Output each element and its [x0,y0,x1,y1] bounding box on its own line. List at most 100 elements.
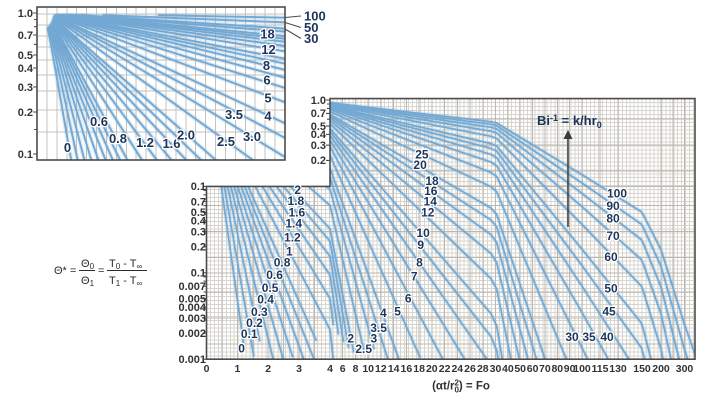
svg-text:4: 4 [380,306,387,320]
svg-text:60: 60 [604,250,618,264]
svg-text:Bi-1 = k/hr0: Bi-1 = k/hr0 [537,113,602,130]
svg-text:0.007: 0.007 [178,281,206,293]
svg-text:50: 50 [304,20,318,35]
svg-text:150: 150 [633,363,651,375]
svg-text:3.0: 3.0 [243,129,261,144]
svg-text:50: 50 [604,282,618,296]
svg-text:18: 18 [260,27,274,42]
svg-text:9: 9 [417,238,424,252]
svg-text:0.6: 0.6 [90,114,108,129]
svg-text:0.005: 0.005 [178,294,206,306]
svg-text:8: 8 [416,256,423,270]
svg-text:4: 4 [327,363,333,375]
svg-text:2: 2 [294,183,301,197]
svg-text:12: 12 [375,363,387,375]
svg-text:0.6: 0.6 [266,268,283,282]
svg-text:6: 6 [405,291,412,305]
svg-text:0.4: 0.4 [191,216,207,228]
svg-text:0.2: 0.2 [18,107,33,119]
svg-text:24: 24 [451,363,463,375]
svg-text:Θ1: Θ1 [81,275,95,288]
svg-text:115: 115 [592,363,609,375]
svg-text:12: 12 [421,205,435,219]
svg-text:100: 100 [304,9,326,24]
svg-text:10: 10 [362,363,374,375]
svg-text:0.5: 0.5 [262,281,279,295]
svg-text:1.4: 1.4 [285,217,302,231]
svg-text:100: 100 [607,186,627,200]
svg-text:0.1: 0.1 [18,149,33,161]
svg-text:1.0: 1.0 [311,95,326,107]
svg-text:0.1: 0.1 [191,268,206,280]
svg-text:5: 5 [394,304,401,318]
svg-text:60: 60 [527,363,539,375]
svg-text:35: 35 [582,330,596,344]
svg-text:0.3: 0.3 [18,82,33,94]
svg-text:18: 18 [413,363,425,375]
svg-text:=: = [98,265,104,277]
svg-text:0: 0 [238,342,245,356]
svg-text:1.2: 1.2 [284,230,301,244]
svg-text:6: 6 [340,363,346,375]
svg-text:0: 0 [64,140,71,155]
svg-text:18: 18 [425,174,439,188]
svg-text:16: 16 [424,184,438,198]
svg-text:2.5: 2.5 [217,134,235,149]
svg-text:2.0: 2.0 [177,128,195,143]
svg-text:1: 1 [286,245,293,259]
svg-text:0.003: 0.003 [178,313,206,325]
svg-text:2: 2 [347,332,354,346]
svg-text:4: 4 [264,109,272,124]
svg-text:0.5: 0.5 [311,121,326,133]
svg-text:40: 40 [600,330,614,344]
svg-text:3: 3 [296,363,302,375]
svg-text:20: 20 [426,363,438,375]
svg-text:130: 130 [609,363,627,375]
svg-text:0.5: 0.5 [191,207,206,219]
svg-text:0.1: 0.1 [241,327,258,341]
svg-text:Θ* =: Θ* = [54,265,76,277]
svg-text:30: 30 [565,330,579,344]
svg-text:14: 14 [388,363,400,375]
svg-text:0.2: 0.2 [311,155,326,167]
svg-text:T1 - T∞: T1 - T∞ [109,275,142,288]
svg-text:16: 16 [401,363,413,375]
svg-text:8: 8 [353,363,359,375]
svg-text:1.0: 1.0 [18,8,33,20]
svg-text:0.4: 0.4 [18,63,34,75]
svg-text:0.4: 0.4 [311,129,327,141]
svg-text:6: 6 [263,73,270,88]
svg-text:0.7: 0.7 [311,108,326,120]
svg-text:0.4: 0.4 [257,293,274,307]
svg-text:14: 14 [424,195,438,209]
svg-text:T0 - T∞: T0 - T∞ [109,258,142,271]
svg-text:2.5: 2.5 [355,342,372,356]
svg-text:70: 70 [606,229,620,243]
svg-text:70: 70 [539,363,551,375]
svg-text:2: 2 [265,363,271,375]
svg-text:8: 8 [263,58,270,73]
svg-text:1.8: 1.8 [288,194,305,208]
svg-text:1.2: 1.2 [136,135,154,150]
svg-text:0.002: 0.002 [178,328,206,340]
svg-text:7: 7 [411,269,418,283]
svg-text:0.2: 0.2 [246,316,263,330]
svg-text:0.3: 0.3 [251,305,268,319]
svg-text:0.001: 0.001 [178,354,206,366]
svg-text:20: 20 [413,158,427,172]
svg-text:1.6: 1.6 [162,136,180,151]
svg-text:(αt/r20) = Fo: (αt/r2 0) = Fo [432,379,490,395]
svg-text:3: 3 [370,332,377,346]
svg-text:80: 80 [551,363,563,375]
svg-text:Θ0: Θ0 [81,258,95,271]
svg-text:45: 45 [602,305,616,319]
svg-text:90: 90 [564,363,576,375]
svg-text:90: 90 [606,199,620,213]
svg-text:0.8: 0.8 [109,131,127,146]
svg-text:80: 80 [606,211,620,225]
svg-text:5: 5 [264,91,271,106]
svg-text:26: 26 [464,363,476,375]
svg-text:1: 1 [234,363,240,375]
svg-text:50: 50 [514,363,526,375]
svg-text:3.5: 3.5 [225,107,243,122]
